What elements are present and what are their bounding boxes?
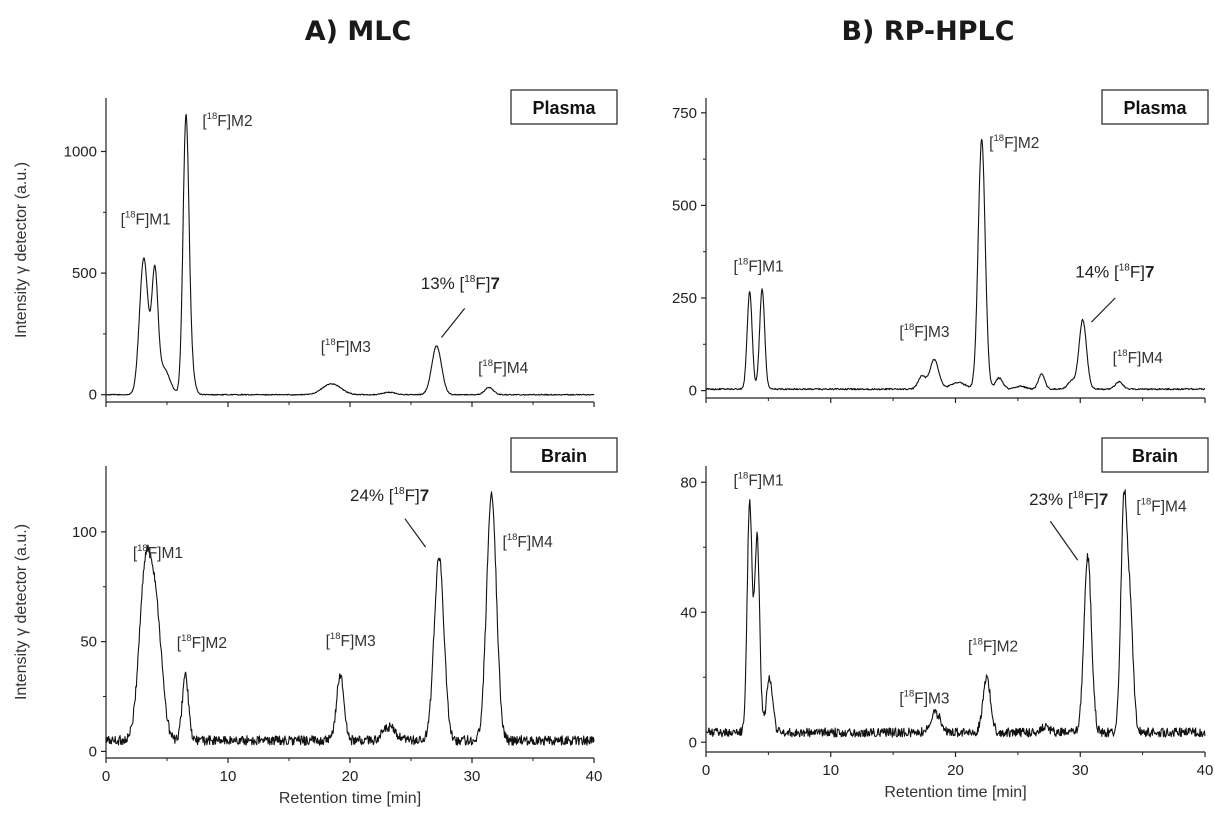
y-tick-label: 500 <box>672 197 697 214</box>
x-tick-label: 10 <box>822 762 839 779</box>
peak-label: [18F]M2 <box>177 633 227 652</box>
parent-fraction-label: 23% [18F]7 <box>1029 490 1108 561</box>
chromatogram-trace <box>105 113 595 396</box>
chart-panel-4: 0 40 80 0 10 20 30 40 Retention time [min] Brain [… <box>680 437 1214 801</box>
peak-label: [18F]M3 <box>321 337 371 356</box>
parent-fraction-label: 13% [18F]7 <box>421 274 500 338</box>
x-tick-label: 30 <box>1072 762 1089 779</box>
x-tick-label: 0 <box>702 762 710 779</box>
peak-label-text: 14% [18F]7 <box>1075 263 1154 282</box>
leader-line <box>441 307 466 338</box>
peak-label-text: [18F]M2 <box>177 633 227 652</box>
x-tick-label: 30 <box>464 768 481 785</box>
peak-label-text: [18F]M2 <box>202 111 252 130</box>
y-tick-label: 750 <box>672 105 697 122</box>
peak-label-text: [18F]M4 <box>1136 497 1187 516</box>
panel-label: Brain <box>541 446 587 466</box>
y-tick-label: 1000 <box>64 144 97 161</box>
peak-label-text: [18F]M4 <box>1113 348 1164 367</box>
x-axis-title: Retention time [min] <box>884 784 1026 801</box>
peak-label-text: [18F]M1 <box>121 209 171 228</box>
parent-fraction-label: 14% [18F]7 <box>1075 263 1154 323</box>
x-tick-label: 20 <box>947 762 964 779</box>
peak-label-text: [18F]M3 <box>899 688 949 707</box>
y-tick-label: 500 <box>72 265 97 282</box>
chart-panel-1: 0 500 1000 Intensity γ detector (a.u.) Plasm… <box>13 89 618 407</box>
peak-label-text: [18F]M3 <box>321 337 371 356</box>
peak-label: [18F]M4 <box>503 532 554 551</box>
peak-label-text: 23% [18F]7 <box>1029 490 1108 509</box>
peak-label: [18F]M3 <box>899 322 949 341</box>
peak-label: [18F]M2 <box>989 133 1039 152</box>
peak-label: [18F]M1 <box>133 543 183 562</box>
x-tick-label: 10 <box>220 768 237 785</box>
peak-label: [18F]M4 <box>1113 348 1164 367</box>
y-axis-title: Intensity γ detector (a.u.) <box>13 162 30 338</box>
leader-line <box>1091 297 1116 323</box>
peak-label: [18F]M4 <box>1136 497 1187 516</box>
panel-label-box <box>510 437 618 473</box>
y-tick-label: 40 <box>680 604 697 621</box>
peak-label-text: [18F]M3 <box>899 322 949 341</box>
x-tick-label: 40 <box>586 768 603 785</box>
y-axis-title: Intensity γ detector (a.u.) <box>13 524 30 700</box>
peak-label-text: 24% [18F]7 <box>350 486 429 505</box>
column-title-mlc: A) MLC <box>305 16 412 47</box>
chromatogram-trace <box>105 491 595 746</box>
y-tick-label: 80 <box>680 474 697 491</box>
panel-label-box <box>1101 89 1209 125</box>
peak-label-text: [18F]M1 <box>733 256 783 275</box>
chromatogram-trace <box>705 489 1206 738</box>
y-tick-label: 250 <box>672 290 697 307</box>
chromatogram-trace <box>705 138 1206 391</box>
y-tick-label: 0 <box>689 383 697 400</box>
x-axis-title: Retention time [min] <box>279 790 421 807</box>
peak-label: [18F]M4 <box>478 358 529 377</box>
peak-label: [18F]M3 <box>326 631 376 650</box>
leader-line <box>404 518 427 548</box>
peak-label-text: [18F]M4 <box>478 358 529 377</box>
panel-label: Brain <box>1132 446 1178 466</box>
peak-label-text: [18F]M3 <box>326 631 376 650</box>
y-tick-label: 0 <box>89 743 97 760</box>
chart-panel-2: 0 50 100 0 10 20 30 40 Intensity γ detector (a.u… <box>13 437 618 807</box>
y-tick-label: 100 <box>72 524 97 541</box>
x-tick-label: 40 <box>1197 762 1214 779</box>
leader-line <box>1049 520 1079 561</box>
panel-label: Plasma <box>1123 98 1187 118</box>
peak-label: [18F]M2 <box>968 636 1018 655</box>
y-tick-label: 50 <box>80 634 97 651</box>
peak-label: [18F]M2 <box>202 111 252 130</box>
y-tick-label: 0 <box>89 387 97 404</box>
peak-label-text: [18F]M2 <box>968 636 1018 655</box>
peak-label-text: [18F]M1 <box>733 471 783 490</box>
peak-label-text: [18F]M1 <box>133 543 183 562</box>
peak-label: [18F]M1 <box>121 209 171 228</box>
x-tick-label: 20 <box>342 768 359 785</box>
peak-label: [18F]M3 <box>899 688 949 707</box>
x-tick-label: 0 <box>102 768 110 785</box>
y-tick-label: 0 <box>689 734 697 751</box>
chart-panel-3: 0 250 500 750 Plasma [18F]M1 [18F]M2 [18F]M3 [18… <box>672 89 1209 403</box>
peak-label-text: [18F]M4 <box>503 532 554 551</box>
peak-label: [18F]M1 <box>733 256 783 275</box>
panel-label: Plasma <box>532 98 596 118</box>
peak-label-text: 13% [18F]7 <box>421 274 500 293</box>
panel-label-box <box>510 89 618 125</box>
peak-label: [18F]M1 <box>733 471 783 490</box>
column-title-rphplc: B) RP-HPLC <box>841 16 1014 47</box>
parent-fraction-label: 24% [18F]7 <box>350 486 429 548</box>
panel-label-box <box>1101 437 1209 473</box>
peak-label-text: [18F]M2 <box>989 133 1039 152</box>
